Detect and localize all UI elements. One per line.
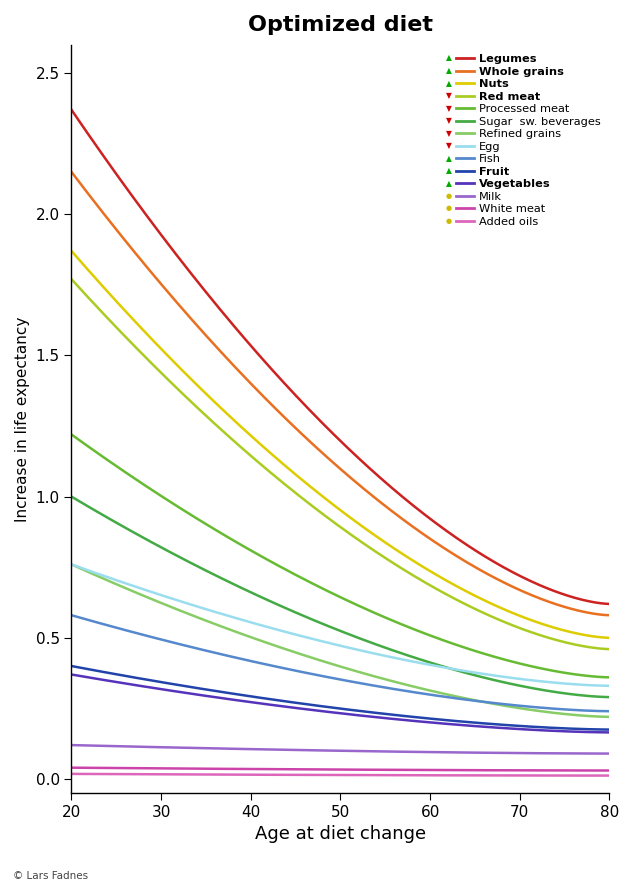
Text: ▲: ▲ — [446, 66, 451, 75]
Legend: Legumes, Whole grains, Nuts, Red meat, Processed meat, Sugar  sw. beverages, Ref: Legumes, Whole grains, Nuts, Red meat, P… — [452, 50, 604, 230]
X-axis label: Age at diet change: Age at diet change — [255, 826, 426, 843]
Text: ▼: ▼ — [446, 141, 451, 150]
Text: ●: ● — [446, 205, 452, 212]
Text: ▼: ▼ — [446, 91, 451, 100]
Text: ▲: ▲ — [446, 53, 451, 63]
Text: ▼: ▼ — [446, 104, 451, 112]
Text: ▲: ▲ — [446, 79, 451, 88]
Text: ▲: ▲ — [446, 154, 451, 163]
Text: © Lars Fadnes: © Lars Fadnes — [13, 871, 87, 881]
Text: ▼: ▼ — [446, 116, 451, 125]
Y-axis label: Increase in life expectancy: Increase in life expectancy — [15, 316, 30, 521]
Text: ▼: ▼ — [446, 128, 451, 137]
Title: Optimized diet: Optimized diet — [248, 15, 433, 35]
Text: ▲: ▲ — [446, 166, 451, 175]
Text: ▲: ▲ — [446, 179, 451, 188]
Text: ●: ● — [446, 193, 452, 198]
Text: ●: ● — [446, 218, 452, 224]
